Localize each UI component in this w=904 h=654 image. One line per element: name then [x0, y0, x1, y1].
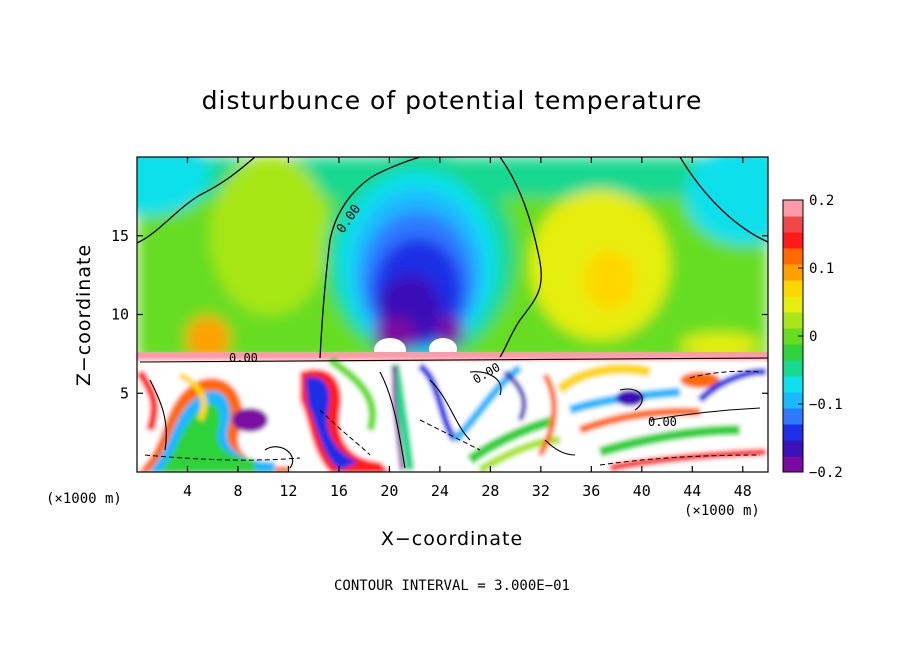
x-tick-label: 4 — [183, 482, 192, 500]
colorbar-swatch — [783, 456, 803, 473]
x-tick-label: 40 — [633, 482, 651, 500]
x-tick-label: 12 — [279, 482, 297, 500]
colorbar-tick-label: 0.1 — [809, 261, 834, 277]
x-unit-left: (×1000 m) — [46, 491, 122, 507]
colorbar-swatch — [783, 248, 803, 265]
colorbar-swatch — [783, 280, 803, 297]
y-tick-label: 15 — [111, 227, 129, 245]
colorbar-tick-label: −0.1 — [809, 397, 843, 413]
colorbar-swatch — [783, 344, 803, 361]
colorbar-swatch — [783, 232, 803, 249]
colorbar-tick-label: −0.2 — [809, 465, 843, 481]
colorbar-swatch — [783, 424, 803, 441]
y-tick-label: 5 — [120, 384, 129, 402]
colorbar-swatch — [783, 312, 803, 329]
x-tick-label: 24 — [431, 482, 449, 500]
chart-title: disturbunce of potential temperature — [201, 86, 703, 115]
contour-interval-note: CONTOUR INTERVAL = 3.000E−01 — [333, 578, 570, 594]
colorbar-swatch — [783, 296, 803, 313]
x-tick-label: 16 — [330, 482, 348, 500]
x-tick-label: 36 — [582, 482, 600, 500]
colorbar-swatch — [783, 200, 803, 217]
y-tick-label: 10 — [111, 306, 129, 324]
colorbar-swatch — [783, 440, 803, 457]
colorbar-tick-label: 0 — [809, 329, 817, 345]
x-tick-label: 48 — [734, 482, 752, 500]
colorbar-swatch — [783, 392, 803, 409]
colorbar-swatch — [783, 408, 803, 425]
x-axis-label: X−coordinate — [380, 528, 524, 550]
colorbar-swatch — [783, 264, 803, 281]
x-tick-label: 28 — [481, 482, 499, 500]
colorbar-swatch — [783, 328, 803, 345]
colorbar-swatch — [783, 376, 803, 393]
x-tick-label: 44 — [683, 482, 701, 500]
contour-label: 0.00 — [648, 415, 677, 429]
x-unit-right: (×1000 m) — [684, 503, 760, 519]
heatmap-field — [137, 157, 768, 472]
colorbar: 0.2 0.1 0 −0.1 −0.2 — [782, 193, 843, 481]
x-tick-label: 20 — [380, 482, 398, 500]
x-tick-label: 8 — [233, 482, 242, 500]
contour-label: 0.00 — [229, 351, 258, 365]
x-tick-label: 32 — [532, 482, 550, 500]
colorbar-swatch — [783, 360, 803, 377]
colorbar-tick-label: 0.2 — [809, 193, 834, 209]
colorbar-swatch — [783, 216, 803, 233]
